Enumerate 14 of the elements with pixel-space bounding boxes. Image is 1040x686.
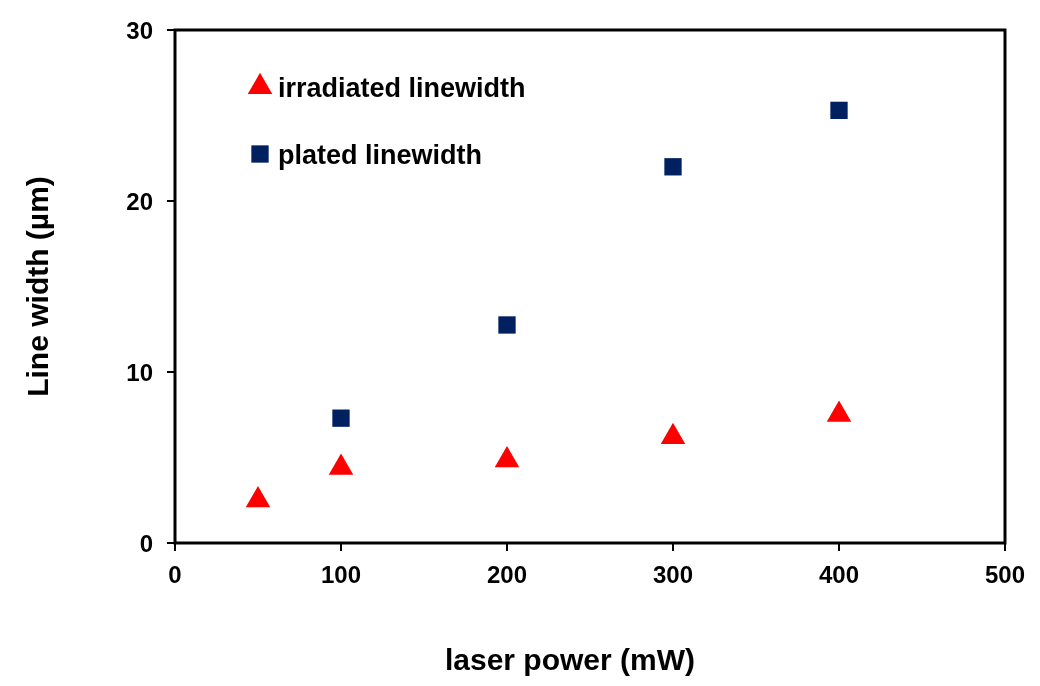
x-tick-label: 0 (168, 561, 182, 588)
y-tick-label: 20 (126, 188, 153, 215)
x-axis-title: laser power (mW) (444, 643, 696, 676)
y-tick-label: 0 (139, 530, 153, 557)
x-tick-label: 500 (984, 561, 1026, 588)
x-tick-label: 300 (652, 561, 694, 588)
y-tick-label: 10 (126, 359, 153, 386)
y-axis-title: Line width (µm) (21, 176, 54, 397)
x-tick-label: 400 (818, 561, 860, 588)
y-tick-label: 30 (126, 17, 153, 44)
x-tick-label: 200 (486, 561, 528, 588)
x-tick-label: 100 (320, 561, 362, 588)
legend-label: irradiated linewidth (278, 73, 526, 103)
legend-label: plated linewidth (278, 140, 483, 170)
